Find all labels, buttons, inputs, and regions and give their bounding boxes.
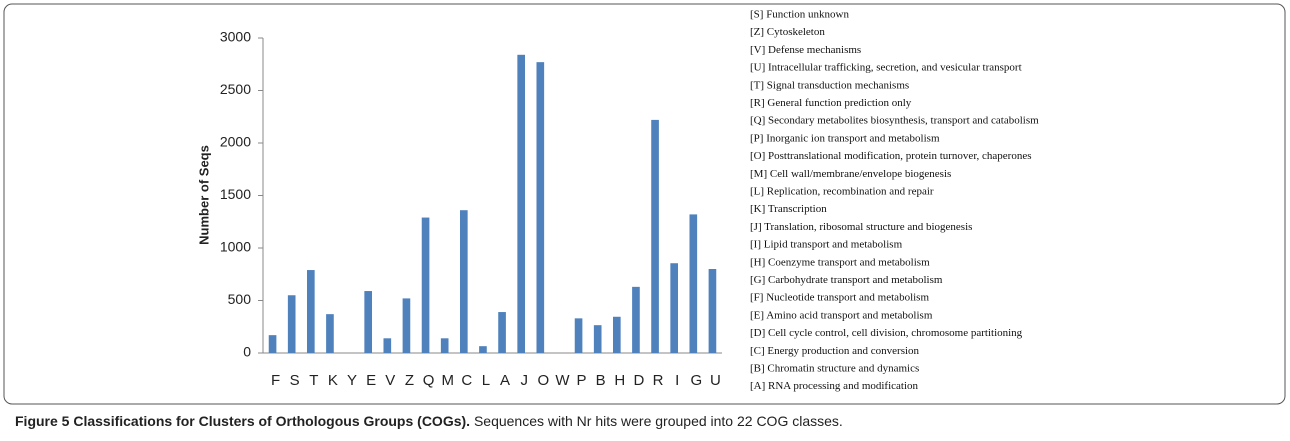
x-tick-label: P	[577, 372, 587, 389]
legend-text: [G] Carbohydrate transport and metabolis…	[750, 274, 943, 286]
x-tick-label: Y	[347, 372, 357, 389]
y-tick-label: 2000	[220, 134, 251, 150]
bar	[593, 325, 602, 353]
bar	[402, 298, 411, 353]
legend-text: [E] Amino acid transport and metabolism	[750, 309, 933, 321]
y-tick-label: 0	[243, 344, 251, 360]
bar	[479, 346, 487, 353]
y-tick-label: 3000	[220, 29, 251, 45]
y-tick-label: 1000	[220, 239, 251, 255]
legend-text: [S] Function unknown	[750, 9, 850, 21]
bar	[632, 286, 640, 353]
legend-text: [Z] Cytoskeleton	[750, 26, 825, 38]
caption-text: Sequences with Nr hits were grouped into…	[474, 413, 843, 429]
legend-text: [H] Coenzyme transport and metabolism	[750, 256, 930, 268]
bar	[708, 269, 717, 353]
x-tick-label: K	[328, 372, 338, 389]
legend-text: [Q] Secondary metabolites biosynthesis, …	[750, 115, 1039, 127]
bar	[421, 217, 430, 353]
x-tick-label: Z	[405, 372, 414, 389]
x-tick-label: E	[366, 372, 376, 389]
legend-text: [T] Signal transduction mechanisms	[750, 79, 909, 91]
legend-text: [B] Chromatin structure and dynamics	[750, 363, 919, 375]
legend-text: [A] RNA processing and modification	[750, 380, 919, 392]
y-tick-label: 500	[228, 291, 252, 307]
bar	[459, 210, 468, 353]
bar	[287, 295, 296, 353]
x-tick-label: O	[537, 372, 549, 389]
x-tick-label: D	[634, 372, 645, 389]
legend-text: [J] Translation, ribosomal structure and…	[750, 221, 972, 233]
legend-text: [D] Cell cycle control, cell division, c…	[750, 327, 1023, 339]
bar	[612, 316, 621, 353]
legend-text: [C] Energy production and conversion	[750, 345, 920, 357]
x-tick-label: I	[675, 372, 679, 389]
bar	[440, 338, 449, 353]
x-tick-label: S	[290, 372, 300, 389]
legend-text: [M] Cell wall/membrane/envelope biogenes…	[750, 168, 951, 180]
y-tick-label: 2500	[220, 81, 251, 97]
y-tick-label: 1500	[220, 186, 251, 202]
x-tick-label: H	[614, 372, 625, 389]
bar	[574, 318, 583, 353]
bar	[689, 214, 698, 353]
x-tick-label: C	[461, 372, 472, 389]
bar	[498, 312, 506, 353]
bar	[306, 270, 315, 353]
legend-text: [U] Intracellular trafficking, secretion…	[750, 62, 1022, 74]
bar	[517, 54, 526, 354]
bar	[364, 291, 373, 353]
legend-text: [P] Inorganic ion transport and metaboli…	[750, 132, 940, 144]
bar	[670, 263, 679, 353]
x-tick-label: W	[555, 372, 570, 389]
x-tick-label: L	[482, 372, 490, 389]
x-tick-label: F	[271, 372, 280, 389]
x-tick-label: B	[596, 372, 606, 389]
legend-text: [L] Replication, recombination and repai…	[750, 186, 934, 198]
x-tick-label: R	[653, 372, 664, 389]
x-tick-label: A	[500, 372, 510, 389]
legend-text: [V] Defense mechanisms	[750, 44, 861, 56]
x-tick-label: U	[710, 372, 721, 389]
legend-text: [R] General function prediction only	[750, 97, 912, 109]
bar	[651, 119, 659, 354]
x-tick-label: T	[309, 372, 318, 389]
figure-border	[3, 3, 1286, 405]
bar	[383, 338, 392, 353]
bar	[326, 314, 334, 353]
legend-text: [I] Lipid transport and metabolism	[750, 239, 903, 251]
x-tick-label: V	[385, 372, 395, 389]
legend-text: [F] Nucleotide transport and metabolism	[750, 292, 929, 304]
bar	[268, 335, 277, 353]
x-tick-label: Q	[423, 372, 435, 389]
caption-label: Figure 5 Classifications for Clusters of…	[15, 413, 470, 429]
legend-text: [O] Posttranslational modification, prot…	[750, 150, 1032, 162]
caption: Figure 5 Classifications for Clusters of…	[15, 413, 843, 429]
legend-text: [K] Transcription	[750, 203, 827, 215]
x-tick-label: J	[520, 372, 528, 389]
y-axis-title: Number of Seqs	[196, 145, 211, 245]
x-tick-label: M	[441, 372, 454, 389]
x-tick-label: G	[690, 372, 702, 389]
bar	[536, 62, 545, 354]
